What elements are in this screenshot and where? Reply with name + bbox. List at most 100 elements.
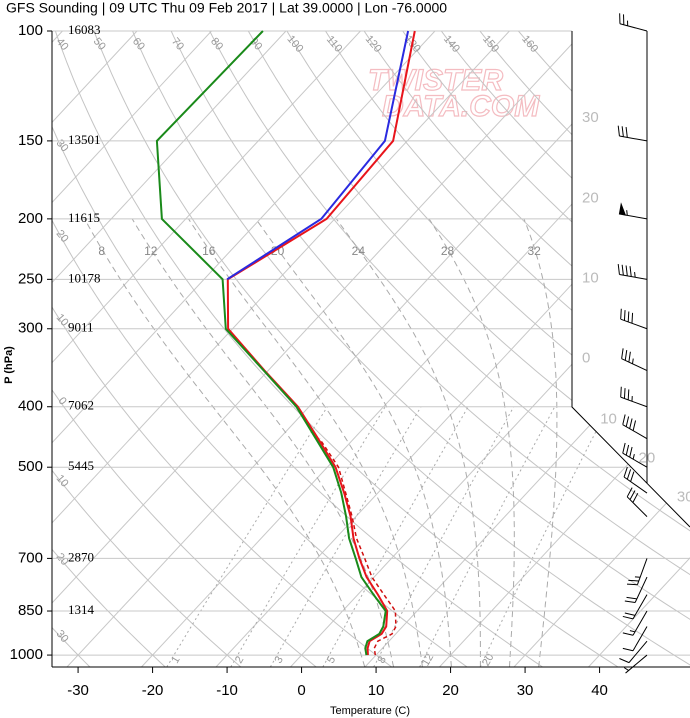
dry-adiabat bbox=[52, 31, 393, 667]
wind-barb bbox=[626, 558, 648, 586]
dry-adiabat bbox=[52, 31, 468, 667]
moist-adiabat bbox=[131, 218, 395, 667]
mixing-ratio-line bbox=[373, 406, 515, 667]
dry-adiabat bbox=[325, 31, 690, 667]
isotherm bbox=[52, 31, 287, 667]
height-label: 13501 bbox=[68, 132, 101, 147]
wind-barb bbox=[620, 308, 648, 330]
y-tick-label: 1000 bbox=[10, 646, 43, 663]
height-label: 11615 bbox=[68, 210, 100, 225]
height-label: 10178 bbox=[68, 270, 101, 285]
mixing-ratio-label: 3 bbox=[273, 654, 286, 665]
dry-adiabat-label: 120 bbox=[363, 33, 384, 55]
mixing-ratio-line bbox=[230, 406, 386, 667]
isotherm bbox=[52, 31, 510, 667]
moist-adiabat-label: 12 bbox=[144, 244, 158, 258]
sounding-line bbox=[155, 30, 387, 656]
wind-barb bbox=[617, 264, 648, 280]
dry-adiabat bbox=[402, 31, 690, 667]
dry-adiabat bbox=[518, 31, 690, 667]
moist-adiabat-label: 24 bbox=[352, 244, 366, 258]
wind-barb bbox=[619, 640, 648, 664]
x-axis-title: Temperature (C) bbox=[330, 705, 410, 717]
isotherm bbox=[52, 31, 585, 667]
wind-barb bbox=[620, 386, 648, 408]
y-tick-label: 300 bbox=[18, 320, 43, 337]
dry-adiabat bbox=[132, 31, 690, 667]
sounding-line bbox=[318, 438, 397, 656]
dry-adiabat bbox=[54, 31, 619, 667]
y-tick-label: 850 bbox=[18, 602, 43, 619]
isotherm-label: 30 bbox=[677, 488, 690, 505]
moist-adiabat bbox=[335, 218, 481, 667]
moist-adiabat-label: 16 bbox=[202, 244, 216, 258]
height-label: 16083 bbox=[68, 22, 101, 37]
x-tick-label: 30 bbox=[517, 682, 534, 699]
dry-adiabat bbox=[52, 31, 317, 667]
isotherm-label: 10 bbox=[582, 269, 599, 286]
wind-barb bbox=[622, 610, 648, 636]
dry-adiabat-label: 80 bbox=[208, 36, 225, 53]
mixing-ratio-line bbox=[269, 406, 422, 667]
wind-barb bbox=[624, 576, 648, 603]
height-label: 2870 bbox=[68, 549, 94, 564]
area-boundary bbox=[571, 31, 690, 528]
wind-barb bbox=[622, 594, 648, 620]
dry-adiabat bbox=[52, 31, 543, 667]
isotherm bbox=[215, 31, 690, 667]
moist-adiabat bbox=[523, 218, 558, 667]
isotherm bbox=[364, 31, 690, 667]
height-label: 5445 bbox=[68, 458, 94, 473]
mixing-ratio-label: 20 bbox=[480, 652, 497, 669]
isotherm bbox=[52, 31, 138, 667]
moist-adiabat bbox=[84, 218, 366, 667]
wind-barb bbox=[622, 414, 648, 440]
wind-barb bbox=[618, 202, 648, 220]
dry-adiabat-label: 70 bbox=[169, 36, 186, 53]
mixing-ratio-label: 5 bbox=[325, 654, 338, 665]
height-label: 1314 bbox=[68, 602, 95, 617]
mixing-ratio-label: 8 bbox=[376, 654, 389, 665]
dry-adiabat-label: 160 bbox=[519, 33, 540, 55]
isotherm bbox=[513, 31, 690, 667]
mixing-ratio-line bbox=[479, 406, 610, 667]
x-tick-label: 0 bbox=[297, 682, 305, 699]
mixing-ratio-label: 12 bbox=[420, 652, 437, 669]
isotherm bbox=[66, 31, 659, 667]
y-axis-title: P (hPa) bbox=[3, 346, 15, 384]
moist-adiabat bbox=[428, 218, 515, 667]
x-tick-label: 20 bbox=[442, 682, 459, 699]
dry-adiabat bbox=[93, 31, 690, 667]
wind-barb bbox=[622, 626, 648, 652]
y-tick-label: 250 bbox=[18, 270, 43, 287]
height-label: 9011 bbox=[68, 320, 94, 335]
height-label: 7062 bbox=[68, 398, 94, 413]
dry-adiabat bbox=[170, 31, 690, 667]
y-tick-label: 150 bbox=[18, 132, 43, 149]
isotherm-label: 10 bbox=[600, 410, 617, 427]
chart-title: GFS Sounding | 09 UTC Thu 09 Feb 2017 | … bbox=[6, 0, 447, 16]
y-tick-label: 200 bbox=[18, 210, 43, 227]
dry-adiabat bbox=[52, 31, 242, 667]
wind-barb bbox=[619, 13, 648, 32]
dry-adiabat-label: 140 bbox=[441, 33, 462, 55]
isotherm bbox=[439, 31, 690, 667]
isotherm bbox=[52, 31, 361, 667]
mixing-ratio-label: 1 bbox=[169, 654, 182, 665]
wind-barb bbox=[621, 348, 648, 371]
dry-adiabat-label: 100 bbox=[284, 33, 305, 55]
dry-adiabat bbox=[247, 31, 690, 667]
wind-barb bbox=[623, 466, 648, 494]
isotherm-label: 30 bbox=[582, 109, 599, 126]
x-tick-label: 40 bbox=[591, 682, 608, 699]
wind-barb bbox=[617, 125, 648, 142]
dry-adiabat bbox=[209, 31, 690, 667]
dry-adiabat-label: 60 bbox=[130, 36, 147, 53]
dry-adiabat bbox=[440, 31, 690, 667]
x-tick-label: 10 bbox=[368, 682, 385, 699]
x-tick-label: -10 bbox=[216, 682, 238, 699]
isotherm bbox=[588, 31, 690, 667]
wind-barb bbox=[623, 654, 648, 674]
dry-adiabat bbox=[52, 31, 166, 667]
